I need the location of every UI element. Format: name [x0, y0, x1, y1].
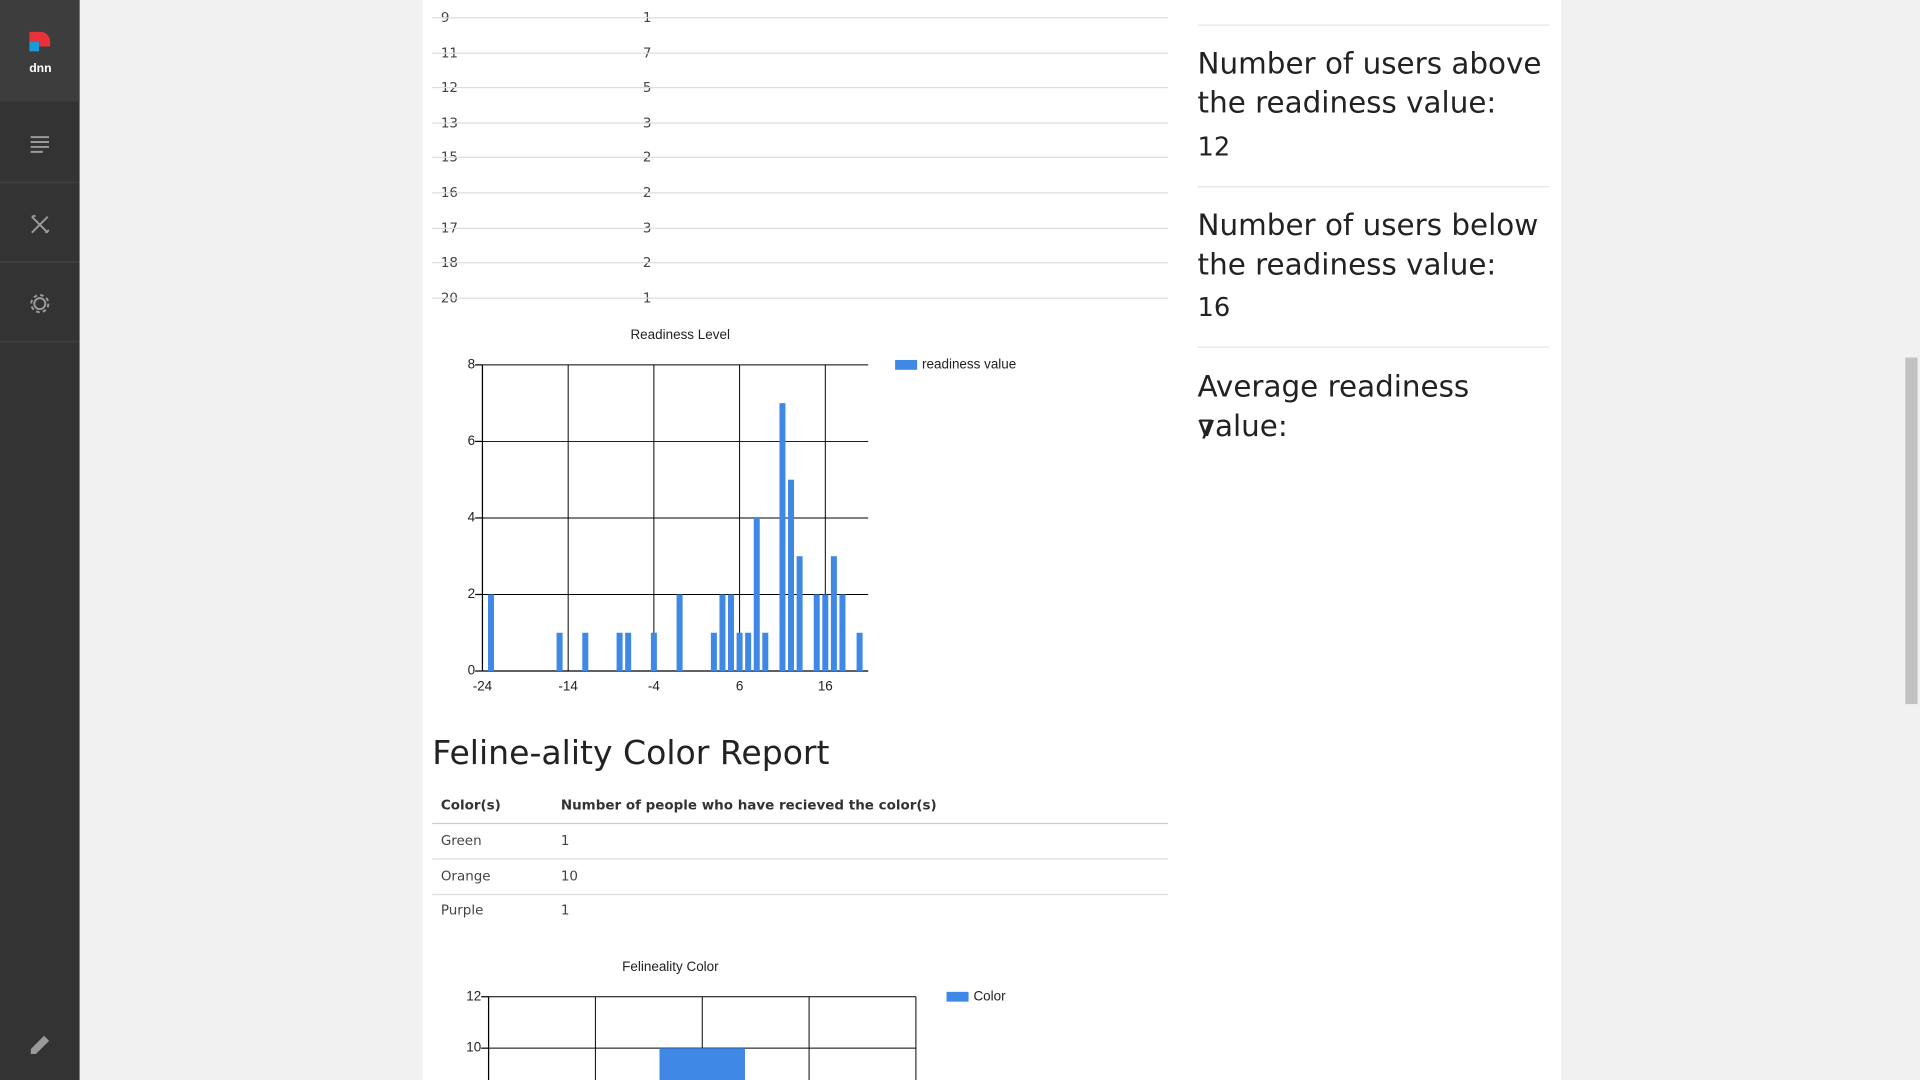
table-cell: Green — [440, 832, 482, 849]
bar — [556, 632, 563, 672]
legend-swatch — [946, 991, 969, 1002]
section-heading: Feline-ality Color Report — [432, 734, 830, 773]
bar — [582, 632, 589, 672]
row-divider — [432, 893, 1169, 896]
summary-value: 12 — [1197, 132, 1231, 162]
table-cell: Orange — [440, 867, 491, 884]
summary-label: Average readiness value: — [1197, 369, 1470, 444]
bar — [839, 594, 846, 672]
bar — [745, 632, 752, 672]
bar — [856, 632, 863, 672]
row-divider — [432, 17, 1169, 19]
pages-icon[interactable] — [30, 136, 49, 153]
table-cell: Purple — [440, 902, 484, 919]
sidebar: dnn — [0, 0, 80, 1080]
settings-icon[interactable] — [33, 297, 47, 311]
bar — [753, 517, 760, 672]
bar — [625, 632, 632, 672]
x-tick-label: -24 — [473, 679, 493, 694]
row-divider — [432, 858, 1169, 860]
bar — [788, 479, 795, 672]
tools-icon[interactable] — [31, 214, 50, 234]
summary-divider — [1197, 24, 1549, 26]
y-tick-label: 10 — [466, 1040, 481, 1055]
row-divider — [432, 87, 1169, 89]
row-divider — [432, 52, 1169, 54]
table-header: Number of people who have recieved the c… — [560, 797, 937, 814]
x-tick-label: 16 — [818, 679, 833, 694]
header-divider — [432, 822, 1169, 825]
scroll-thumb[interactable] — [1905, 357, 1918, 705]
logo[interactable]: dnn — [0, 0, 80, 102]
y-tick-label: 6 — [468, 433, 475, 448]
summary-divider — [1197, 186, 1549, 188]
bar — [796, 556, 803, 672]
legend-swatch — [895, 360, 918, 370]
y-tick-label: 4 — [468, 510, 476, 525]
content-panel — [422, 0, 1562, 1080]
bar — [779, 403, 786, 672]
table-cell: 10 — [560, 867, 578, 884]
summary-label: Number of users below the readiness valu… — [1197, 208, 1539, 282]
y-tick-label: 0 — [468, 663, 475, 678]
bar — [659, 1048, 745, 1080]
bar — [650, 632, 657, 672]
row-divider — [432, 227, 1169, 229]
summary-value: 7 — [1197, 415, 1214, 445]
row-divider — [432, 157, 1169, 159]
row-divider — [432, 192, 1169, 194]
bar — [813, 594, 820, 672]
x-tick-label: -14 — [558, 679, 578, 694]
scrollbar[interactable] — [1901, 0, 1920, 1080]
logo-text: dnn — [29, 61, 51, 75]
bar — [676, 594, 683, 672]
summary-label: Number of users above the readiness valu… — [1197, 46, 1542, 120]
edit-icon[interactable] — [30, 1035, 50, 1055]
chart-title: Felineality Color — [622, 959, 719, 974]
bar — [710, 632, 717, 672]
x-tick-label: -4 — [648, 679, 660, 694]
bar — [488, 594, 495, 672]
logo-icon: dnn — [29, 31, 52, 75]
row-divider — [432, 122, 1169, 124]
x-tick-label: 6 — [736, 679, 743, 694]
bar — [822, 594, 829, 672]
table-cell: 1 — [560, 832, 570, 849]
bar — [736, 632, 743, 672]
summary-divider — [1197, 346, 1549, 348]
bar — [728, 594, 735, 672]
bar — [616, 632, 623, 672]
table-header: Color(s) — [440, 797, 501, 814]
y-tick-label: 12 — [466, 988, 481, 1003]
sidebar-icons — [0, 136, 80, 1055]
bar — [762, 632, 769, 672]
bar — [719, 594, 726, 672]
chart-title: Readiness Level — [630, 327, 729, 342]
row-divider — [432, 297, 1169, 299]
summary-value: 16 — [1197, 292, 1231, 323]
row-divider — [432, 262, 1169, 264]
y-tick-label: 2 — [468, 586, 475, 601]
table-cell: 1 — [560, 902, 570, 919]
y-tick-label: 8 — [468, 356, 475, 371]
bar — [830, 556, 837, 672]
legend-label: Color — [973, 988, 1006, 1003]
legend-label: readiness value — [922, 356, 1016, 371]
